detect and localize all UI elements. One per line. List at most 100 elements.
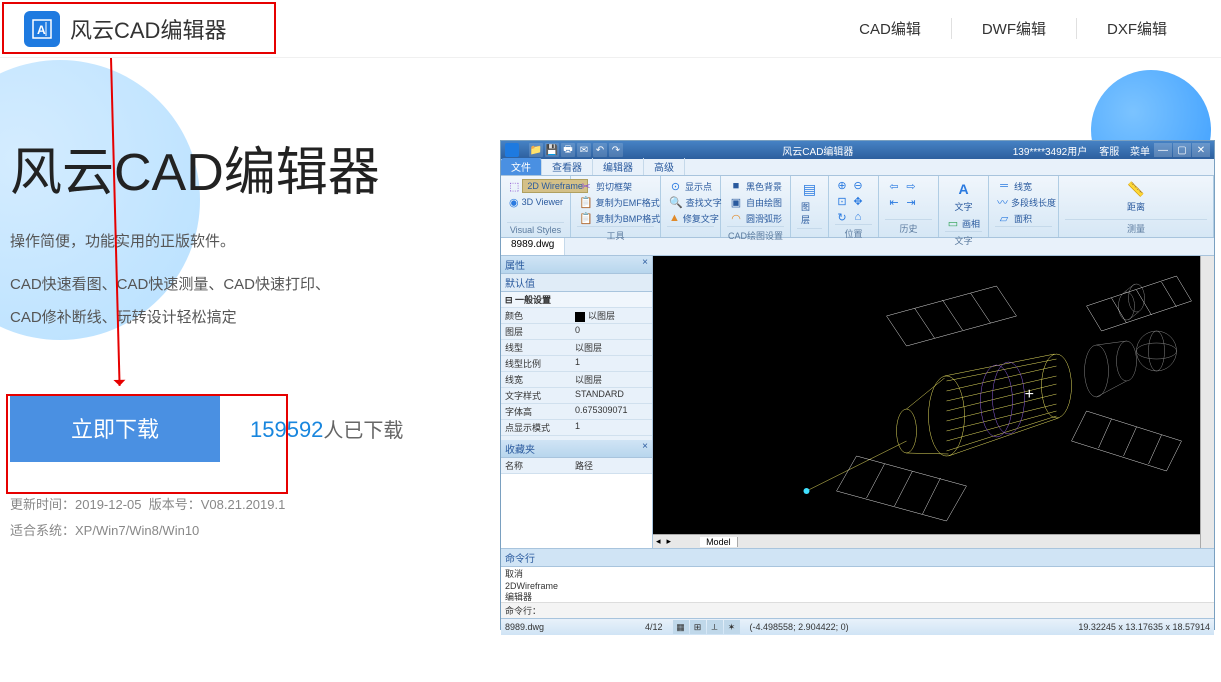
tab-editor[interactable]: 编辑器 [593, 158, 644, 175]
zoom-fit-icon[interactable]: ⊡ [835, 194, 849, 208]
nav-link-cad[interactable]: CAD编辑 [829, 18, 951, 39]
favorites-panel-title: 收藏夹 × [501, 440, 652, 458]
download-count-label: 人已下载 [323, 420, 403, 442]
prop-group-general[interactable]: 一般设置 [501, 292, 652, 308]
free-draw-icon: ▣ [729, 195, 743, 209]
show-point-button[interactable]: ⊙显示点 [667, 178, 714, 194]
logo-area[interactable]: A 风云CAD编辑器 [24, 11, 226, 47]
model-space-tab[interactable]: Model [700, 537, 738, 547]
download-button[interactable]: 立即下载 [10, 394, 220, 462]
hero-title: 风云CAD编辑器 [10, 130, 470, 205]
prop-row-textheight[interactable]: 字体高0.675309071 [501, 404, 652, 420]
text-icon: A [955, 180, 973, 198]
topbar: A 风云CAD编辑器 CAD编辑 DWF编辑 DXF编辑 [0, 0, 1221, 58]
command-history: 取消 2DWireframe 编辑器 [501, 567, 1214, 603]
document-tab[interactable]: 8989.dwg [501, 238, 565, 255]
nav-back-button[interactable]: ⇦⇨ [885, 178, 932, 194]
ruler-icon: 📏 [1127, 180, 1145, 198]
cad-body: 属性 × 默认值 一般设置 颜色以图层 图层0 线型以图层 线型比例1 线宽以图… [501, 256, 1214, 548]
qat-open-icon[interactable]: 📁 [529, 143, 543, 157]
tab-advanced[interactable]: 高级 [644, 158, 685, 175]
nav-link-dxf[interactable]: DXF编辑 [1076, 18, 1197, 39]
prop-row-color[interactable]: 颜色以图层 [501, 308, 652, 324]
circle-arc-button[interactable]: ◠圆滑弧形 [727, 210, 784, 226]
prop-row-ltscale[interactable]: 线型比例1 [501, 356, 652, 372]
text-button[interactable]: A 文字 [945, 178, 982, 215]
pan-icon[interactable]: ✥ [851, 194, 865, 208]
free-draw-button[interactable]: ▣自由绘图 [727, 194, 784, 210]
qat-redo-icon[interactable]: ↷ [609, 143, 623, 157]
nav-first-button[interactable]: ⇤⇥ [885, 194, 932, 210]
qat-mail-icon[interactable]: ✉ [577, 143, 591, 157]
titlebar-links: 客服 菜单 [1095, 143, 1154, 158]
rotate-icon[interactable]: ↻ [835, 210, 849, 224]
snap-toggle-icon[interactable]: ▦ [673, 620, 689, 634]
download-count: 159592 [250, 417, 323, 442]
tab-viewer[interactable]: 查看器 [542, 158, 593, 175]
zoom-out-icon[interactable]: ⊖ [851, 178, 865, 192]
viewport-scrollbar-horizontal[interactable]: ◂▸ Model [653, 534, 1200, 548]
fix-text-button[interactable]: ▲修复文字 [667, 210, 714, 226]
version-value: V08.21.2019.1 [201, 497, 286, 512]
polar-toggle-icon[interactable]: ✶ [724, 620, 740, 634]
prop-row-linetype[interactable]: 线型以图层 [501, 340, 652, 356]
group-label-hist: 历史 [885, 219, 932, 235]
command-panel: 命令行 取消 2DWireframe 编辑器 命令行： [501, 548, 1214, 618]
favorites-table: 名称路径 [501, 458, 652, 474]
crosshair-cursor: + [1025, 386, 1034, 404]
distance-button[interactable]: 📏 距离 [1065, 178, 1207, 215]
zoom-in-icon[interactable]: ⊕ [835, 178, 849, 192]
copy-emf-button[interactable]: 📋复制为EMF格式 [577, 194, 654, 210]
linewidth-button[interactable]: ═线宽 [995, 178, 1052, 194]
properties-sidebar: 属性 × 默认值 一般设置 颜色以图层 图层0 线型以图层 线型比例1 线宽以图… [501, 256, 653, 548]
ortho-toggle-icon[interactable]: ⟂ [707, 620, 723, 634]
qat-save-icon[interactable]: 💾 [545, 143, 559, 157]
copy-bmp-button[interactable]: 📋复制为BMP格式 [577, 210, 654, 226]
command-panel-title: 命令行 [501, 549, 1214, 567]
prop-row-lineweight[interactable]: 线宽以图层 [501, 372, 652, 388]
home-icon[interactable]: ⌂ [851, 210, 865, 224]
download-row: 立即下载 159592人已下载 [10, 394, 470, 462]
cut-button[interactable]: ✂剪切框架 [577, 178, 654, 194]
group-label-caddraw: CAD绘图设置 [727, 226, 784, 242]
minimize-icon[interactable]: ― [1154, 143, 1172, 157]
prop-row-layer[interactable]: 图层0 [501, 324, 652, 340]
cad-app-window: 📁 💾 🖶 ✉ ↶ ↷ 风云CAD编辑器 139****3492用户 客服 菜单… [500, 140, 1215, 630]
layers-button[interactable]: ▤ 图层 [797, 178, 822, 228]
cmd-hist-1: 取消 [505, 569, 1210, 581]
viewport-scrollbar-vertical[interactable] [1200, 256, 1214, 548]
area-button[interactable]: ▱面积 [995, 210, 1052, 226]
viewer-3d-button[interactable]: 3D Viewer [522, 197, 563, 207]
cad-viewport[interactable]: + ◂▸ Model [653, 256, 1214, 548]
layers-icon: ▤ [801, 180, 819, 198]
qat-undo-icon[interactable]: ↶ [593, 143, 607, 157]
grid-toggle-icon[interactable]: ⊞ [690, 620, 706, 634]
find-text-button[interactable]: 🔍查找文字 [667, 194, 714, 210]
cad-app-icon [505, 143, 519, 157]
nav-link-dwf[interactable]: DWF编辑 [951, 18, 1076, 39]
tab-file[interactable]: 文件 [501, 158, 542, 175]
default-value-row: 默认值 [501, 274, 652, 292]
help-link[interactable]: 客服 [1099, 147, 1119, 158]
close-icon[interactable]: ✕ [1192, 143, 1210, 157]
prop-row-pointmode[interactable]: 点显示模式1 [501, 420, 652, 436]
hero-section: 风云CAD编辑器 操作简便，功能实用的正版软件。 CAD快速看图、CAD快速测量… [10, 130, 470, 544]
cad-drawing [653, 256, 1200, 534]
ribbon-group-position: ⊕ ⊖ ⊡ ✥ ↻ ⌂ 位置 [829, 176, 879, 237]
maximize-icon[interactable]: ▢ [1173, 143, 1191, 157]
command-input-row[interactable]: 命令行： [501, 603, 1214, 618]
paint-button[interactable]: ▭画相 [945, 215, 982, 231]
qat-print-icon[interactable]: 🖶 [561, 143, 575, 157]
favorites-close-icon[interactable]: × [642, 441, 648, 456]
status-toggle-buttons: ▦ ⊞ ⟂ ✶ [673, 620, 740, 634]
cad-user-label[interactable]: 139****3492用户 [1013, 143, 1088, 158]
panel-close-icon[interactable]: × [642, 257, 648, 272]
menu-link[interactable]: 菜单 [1130, 147, 1150, 158]
update-label: 更新时间： [10, 497, 75, 512]
black-bg-button[interactable]: ■黑色背景 [727, 178, 784, 194]
polyline-button[interactable]: 〰多段线长度 [995, 194, 1052, 210]
logo-icon: A [24, 11, 60, 47]
prop-row-textstyle[interactable]: 文字样式STANDARD [501, 388, 652, 404]
version-label: 版本号： [149, 497, 201, 512]
status-coords: (-4.498558; 2.904422; 0) [750, 622, 849, 632]
